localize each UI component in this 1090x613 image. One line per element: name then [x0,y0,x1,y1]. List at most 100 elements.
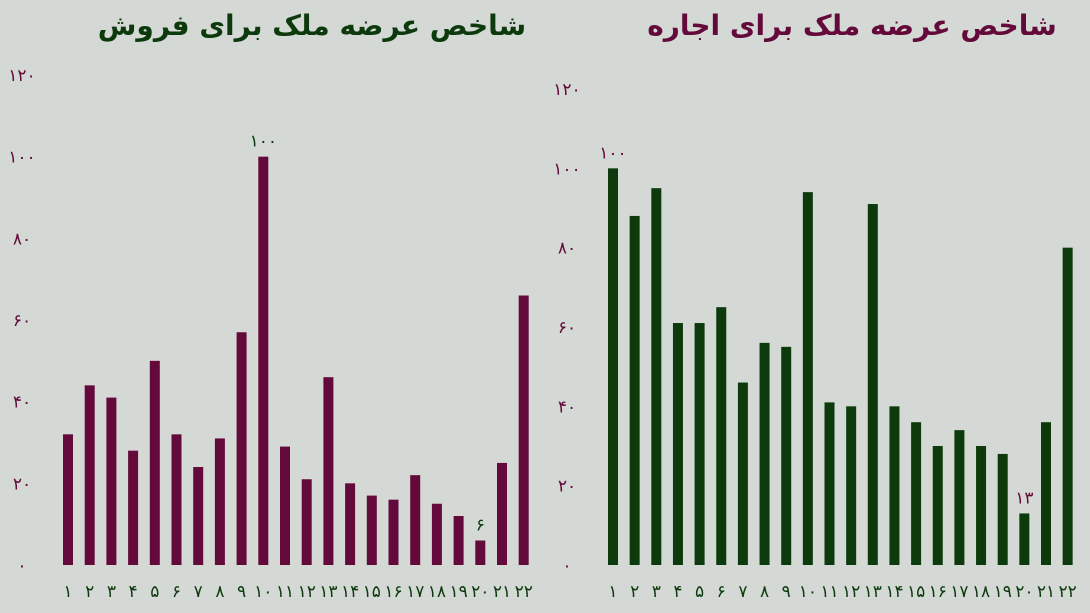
sale-x-tick-label: ۷ [194,582,203,602]
sale-bar [214,438,225,565]
rent-y-tick-label: ۰ [562,556,571,576]
sale-bar [345,483,356,565]
rent-y-tick-label: ۸۰ [558,239,576,259]
rent-y-tick-label: ۴۰ [558,397,576,417]
sale-x-tick-label: ۱۷ [406,582,424,602]
rent-x-tick-label: ۵ [695,582,704,602]
rent-x-tick-label: ۳ [652,582,661,602]
sale-bar [366,495,377,565]
sale-data-labels: ۱۰۰ ۶ [250,132,485,536]
sale-y-tick-label: ۲۰ [13,474,31,494]
rent-x-tick-label: ۴ [673,582,682,602]
rent-x-tick-label: ۸ [760,582,769,602]
rent-bar [802,192,813,565]
sale-bar [518,295,529,565]
rent-data-label: ۱۳ [1015,488,1033,508]
rent-bar [672,323,683,565]
rent-y-tick-label: ۱۰۰ [553,159,580,179]
rent-supply-chart: شاخص عرضه ملک برای اجاره ۰ ۲۰ ۴۰ ۶۰ ۸۰ ۱۰۰ ۱ ۲۰… [553,9,1076,602]
sale-bar [431,503,442,565]
sale-y-tick-label: ۰ [17,556,26,576]
rent-x-tick-label: ۱ [608,582,617,602]
sale-y-tick-label: ۱۰۰ [8,148,35,168]
sale-supply-chart: شاخص عرضه ملک برای فروش ۰ ۲۰ ۴۰ ۶۰ ۸۰ ۱۰۰ ۱۲ ۰ … [8,9,533,602]
rent-bar [608,168,618,566]
sale-x-tick-label: ۱۹ [449,582,467,602]
rent-data-labels: ۱۰۰ ۱۳ [599,143,1033,508]
rent-x-tick-label: ۲۰ [1015,582,1033,602]
rent-bars [608,168,1073,566]
rent-bar [997,453,1008,565]
rent-bar [781,346,792,565]
rent-y-axis-ticks: ۰ ۲۰ ۴۰ ۶۰ ۸۰ ۱۰۰ ۱۲۰ [553,80,580,576]
rent-bar [694,323,705,565]
rent-x-tick-label: ۱۵ [907,582,925,602]
sale-bar [171,434,182,565]
sale-y-tick-label: ۴۰ [13,393,31,413]
sale-x-tick-label: ۵ [150,582,159,602]
sale-bar [323,377,334,565]
rent-bar [737,382,748,565]
sale-chart-title: شاخص عرضه ملک برای فروش [98,9,526,42]
sale-bar [301,479,312,565]
rent-bar [932,446,943,565]
rent-bar [629,215,640,565]
sale-x-tick-label: ۱۵ [363,582,381,602]
sale-bar [453,516,464,565]
rent-bar [954,430,965,565]
sale-x-tick-label: ۲۲ [515,582,533,602]
rent-y-tick-label: ۲۰ [558,477,576,497]
rent-x-tick-label: ۱۹ [994,582,1012,602]
sale-bar [193,467,204,565]
rent-x-tick-label: ۱۱ [820,582,838,602]
sale-y-axis-ticks: ۰ ۲۰ ۴۰ ۶۰ ۸۰ ۱۰۰ ۱۲۰ [8,66,35,576]
sale-x-tick-label: ۸ [215,582,224,602]
sale-bar [475,540,486,565]
sale-y-tick-label: ۸۰ [13,229,31,249]
rent-bar [716,307,727,565]
rent-bar [1041,422,1051,565]
sale-bar [258,156,269,565]
rent-bar [889,406,900,565]
sale-bar [280,446,290,565]
rent-bar [651,188,662,565]
sale-x-tick-label: ۱۲ [298,582,316,602]
sale-x-tick-label: ۴ [129,582,138,602]
rent-bar [846,406,857,565]
rent-x-tick-label: ۲۱ [1037,582,1055,602]
rent-bar [1062,247,1073,565]
rent-x-tick-label: ۱۶ [929,582,947,602]
sale-x-tick-label: ۱۸ [428,582,446,602]
rent-x-tick-label: ۷ [738,582,747,602]
sale-y-tick-label: ۶۰ [13,311,31,331]
rent-x-tick-label: ۱۳ [864,582,882,602]
sale-x-tick-label: ۹ [237,582,246,602]
sale-bar [388,499,399,565]
rent-bar [911,422,922,565]
sale-x-tick-label: ۲۱ [493,582,511,602]
rent-y-tick-label: ۶۰ [558,318,576,338]
sale-x-axis-labels: ۱ ۲ ۳ ۴ ۵ ۶ ۷ ۸ ۹ ۱۰ ۱۱ ۱۲ ۱۳ ۱۴ ۱۵ ۱۶ ۱۷ ۱۸ ۱۹ ۲۰ ۲۱ ۲۲ [63,582,532,602]
rent-x-tick-label: ۱۰ [799,582,817,602]
sale-bar [84,385,95,565]
rent-x-tick-label: ۲۲ [1059,582,1077,602]
sale-x-tick-label: ۱ [63,582,72,602]
sale-bar [410,475,421,565]
rent-data-label: ۱۰۰ [599,143,626,163]
rent-x-tick-label: ۱۷ [950,582,968,602]
sale-y-tick-label: ۱۲۰ [8,66,35,86]
rent-x-tick-label: ۱۴ [885,582,903,602]
rent-x-axis-labels: ۱ ۲ ۳ ۴ ۵ ۶ ۷ ۸ ۹ ۱۰ ۱۱ ۱۲ ۱۳ ۱۴ ۱۵ ۱۶ ۱۷ ۱۸ ۱۹ ۲۰ ۲۱ ۲۲ [608,582,1076,602]
sale-x-tick-label: ۱۶ [384,582,402,602]
sale-bar [236,332,247,565]
rent-chart-title: شاخص عرضه ملک برای اجاره [647,9,1057,42]
sale-x-tick-label: ۱۰ [254,582,272,602]
rent-bar [976,446,987,565]
rent-bar [1019,513,1030,565]
rent-bar [759,342,770,565]
rent-x-tick-label: ۹ [782,582,791,602]
rent-x-tick-label: ۱۸ [972,582,990,602]
rent-x-tick-label: ۲ [630,582,639,602]
sale-x-tick-label: ۲ [85,582,94,602]
